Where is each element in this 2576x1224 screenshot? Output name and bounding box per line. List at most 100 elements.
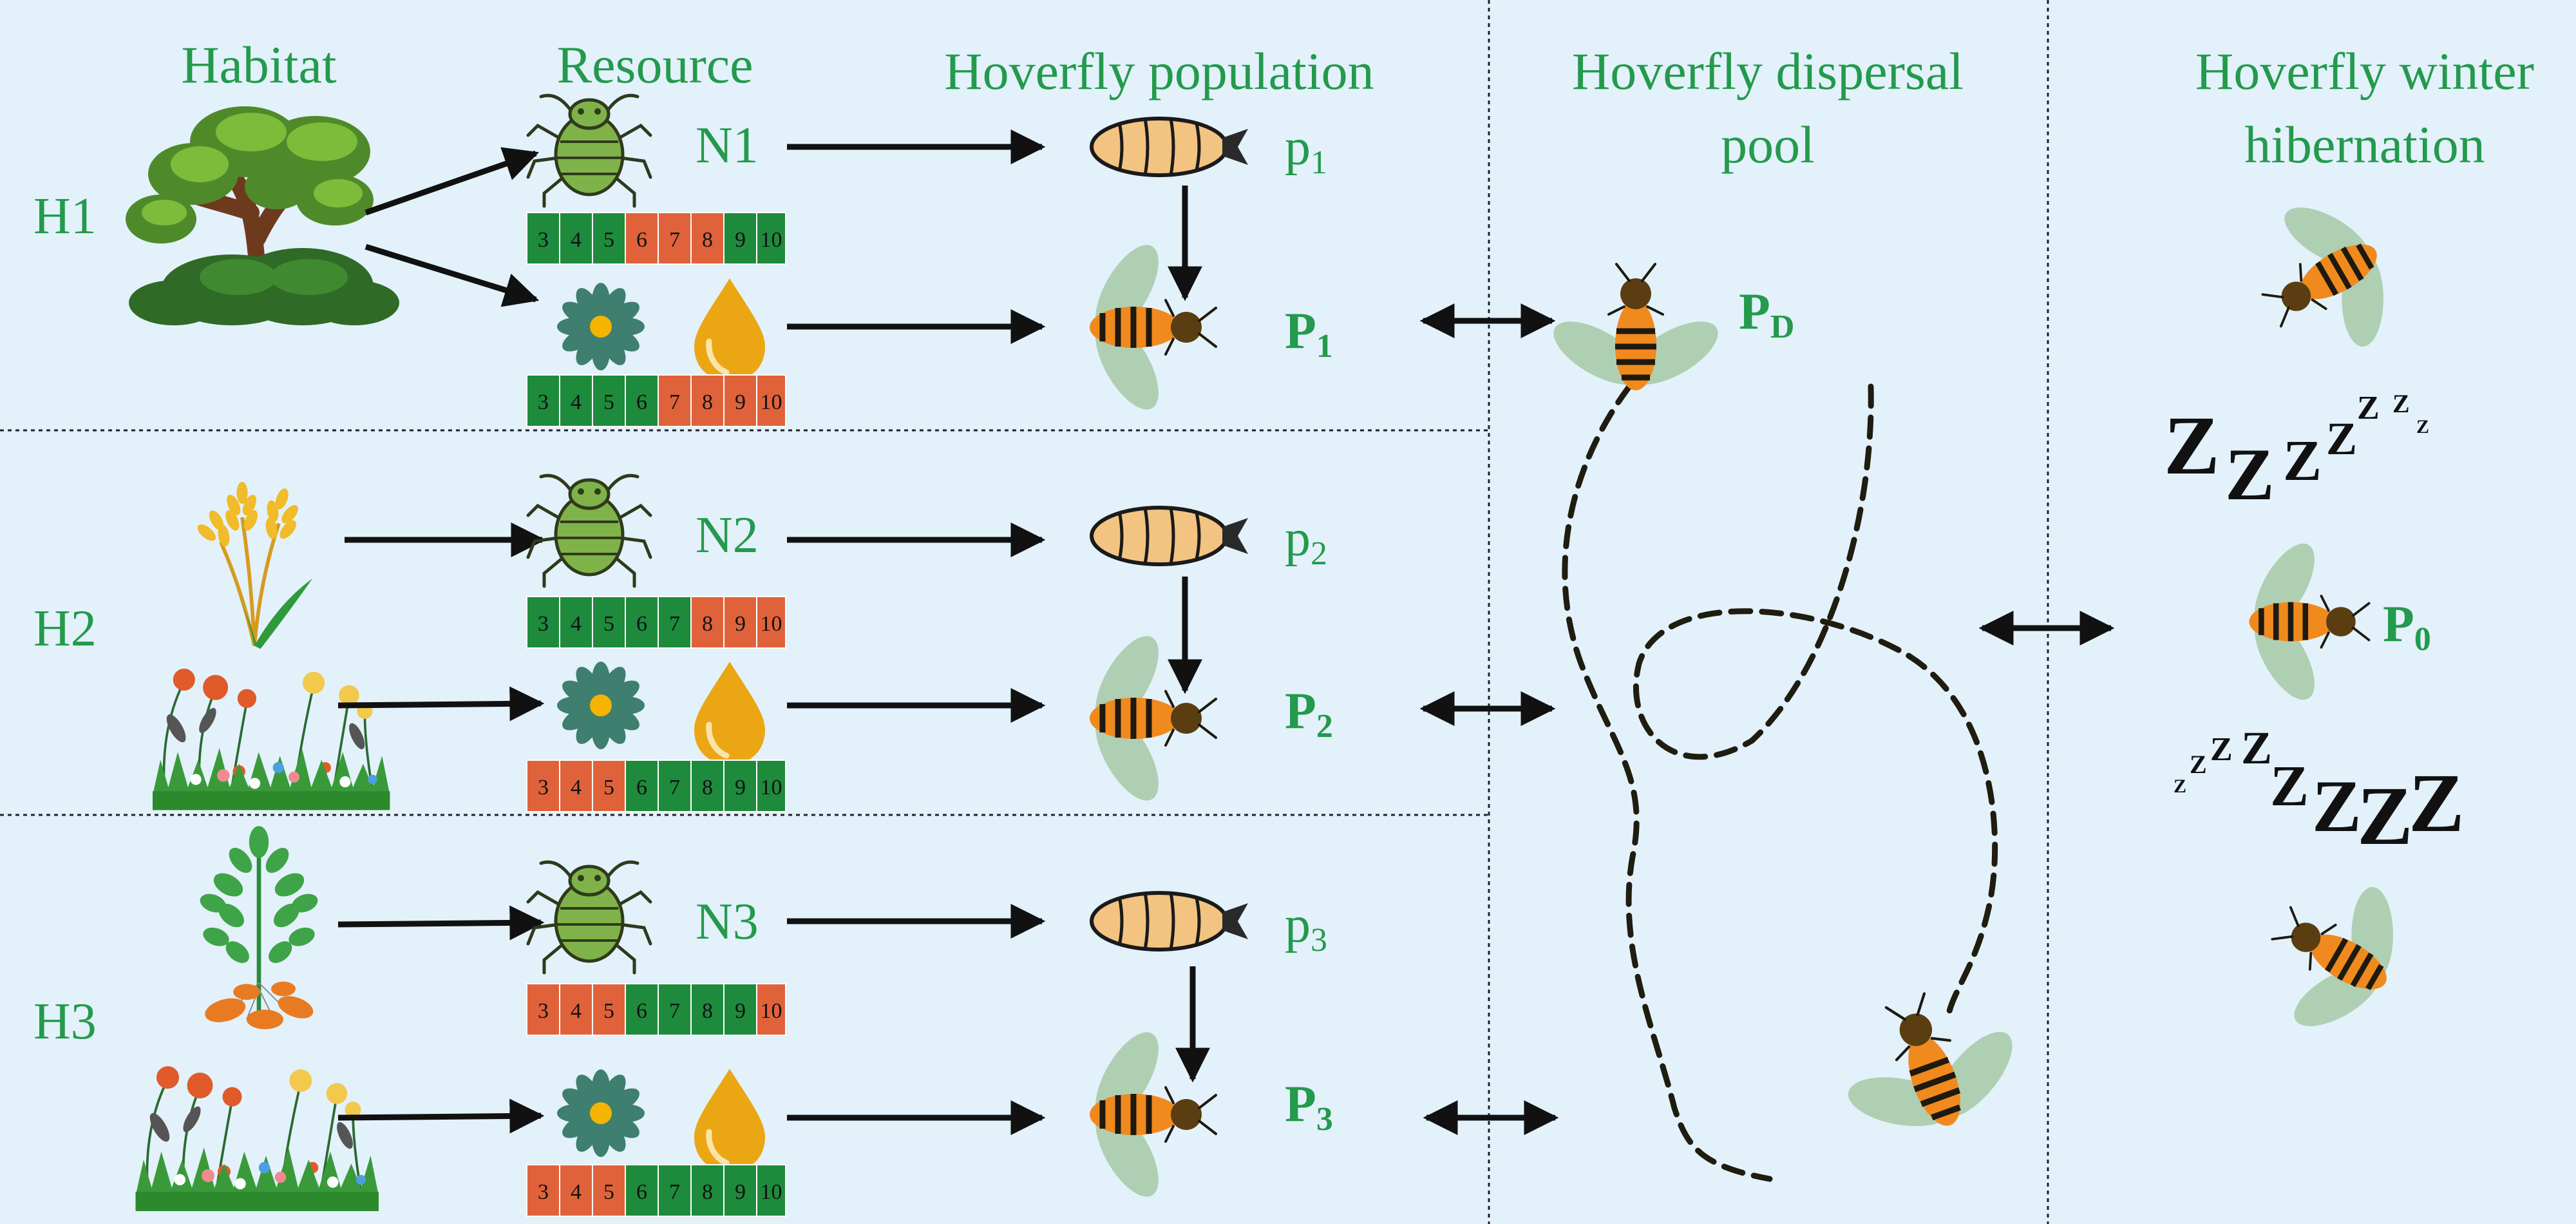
svg-text:Z: Z — [2312, 765, 2362, 847]
month-cell — [690, 983, 724, 1036]
month-cell — [559, 760, 593, 812]
month-cell-label: 7 — [669, 390, 680, 414]
month-cell — [690, 374, 724, 427]
month-cell-label: 6 — [636, 999, 647, 1023]
zzz-sleep-icon: Z Z Z Z Z Z Z Z — [2174, 722, 2465, 863]
habitat-resource-arrows — [337, 147, 546, 1134]
hoverfly-icon — [2242, 535, 2369, 709]
header-population: Hoverfly population — [944, 42, 1374, 100]
month-cell — [625, 983, 659, 1036]
hoverfly-icon — [2228, 171, 2425, 386]
month-cell-label: 10 — [761, 612, 782, 636]
svg-text:Z: Z — [2392, 389, 2410, 418]
month-bar-h2-prey: 3 4 5 6 7 8 9 10 — [526, 596, 786, 649]
nectar-drop-icon — [694, 1069, 765, 1172]
svg-text:Z: Z — [2241, 722, 2272, 774]
month-cell-label: 3 — [538, 390, 549, 414]
month-cell-label: 8 — [702, 390, 713, 414]
month-cell-label: 7 — [669, 612, 680, 636]
month-cell — [756, 1164, 786, 1217]
flight-paths — [1562, 383, 1998, 1182]
hoverfly-icon — [1083, 626, 1216, 810]
month-cell — [625, 212, 659, 265]
month-cell — [526, 596, 560, 649]
hoverfly-icon — [1815, 968, 2043, 1165]
month-cell — [756, 212, 786, 265]
month-cell — [592, 212, 626, 265]
wheat-icon — [194, 482, 312, 649]
month-cell-label: 6 — [636, 612, 647, 636]
daisy-flower-icon — [557, 283, 645, 370]
month-cell-label: 10 — [761, 1180, 782, 1204]
month-cell — [690, 212, 724, 265]
tree-icon — [126, 106, 399, 325]
month-cell-label: 9 — [735, 1180, 746, 1204]
month-cell — [526, 212, 560, 265]
month-cell-label: 7 — [669, 776, 680, 799]
exchange-arrows — [1419, 303, 2115, 1135]
larva-icon — [1092, 119, 1248, 175]
month-cell — [723, 374, 757, 427]
month-bar-h1-flower: 3 4 5 6 7 8 9 10 — [526, 374, 786, 427]
header-dispersal-line1: Hoverfly dispersal — [1572, 42, 1964, 100]
wildflower-meadow-icon — [151, 667, 392, 812]
month-cell — [658, 596, 692, 649]
month-cell-label: 4 — [571, 228, 582, 252]
month-cell-label: 5 — [603, 776, 614, 799]
month-cell — [723, 212, 757, 265]
month-cell-label: 5 — [603, 612, 614, 636]
month-cell-label: 3 — [538, 1180, 549, 1204]
habitat-label-h1: H1 — [33, 188, 97, 245]
month-cell-label: 3 — [538, 612, 549, 636]
month-cell — [559, 596, 593, 649]
month-cell — [592, 596, 626, 649]
month-bar-h2-flower: 3 4 5 6 7 8 9 10 — [526, 760, 786, 812]
month-cell-label: 4 — [571, 1180, 582, 1204]
hoverfly-icon — [1083, 1022, 1216, 1206]
month-cell-label: 4 — [571, 612, 582, 636]
arrow-h3-flower — [337, 1098, 545, 1134]
prey-label-n2: N2 — [696, 507, 759, 564]
resource-population-arrows — [787, 129, 1210, 1135]
month-cell-label: 6 — [636, 1180, 647, 1204]
daisy-flower-icon — [557, 1069, 645, 1157]
wildflower-meadow-icon — [134, 1065, 380, 1212]
month-cell — [658, 212, 692, 265]
month-cell-label: 4 — [571, 390, 582, 414]
aphid-icon — [528, 475, 650, 586]
month-cell-label: 4 — [571, 999, 582, 1023]
svg-text:Z: Z — [2174, 776, 2186, 797]
month-cell-label: 3 — [538, 999, 549, 1023]
month-cell — [559, 374, 593, 427]
svg-text:Z: Z — [2409, 757, 2465, 850]
hoverfly-icon — [2238, 848, 2434, 1062]
month-cell — [756, 760, 786, 812]
prey-label-n1: N1 — [696, 117, 759, 174]
hoverfly-icon — [1083, 235, 1216, 419]
daisy-flower-icon — [557, 662, 645, 749]
prey-label-n3: N3 — [696, 894, 759, 950]
zzz-sleep-icon: Z Z Z Z Z Z Z — [2164, 389, 2429, 515]
larva-label-p2: p2 — [1285, 510, 1327, 572]
hibernation-label-p0: P0 — [2383, 596, 2431, 658]
month-cell — [526, 983, 560, 1036]
arrow-h1-prey — [365, 147, 540, 216]
month-cell-label: 6 — [636, 390, 647, 414]
svg-text:Z: Z — [2164, 399, 2220, 492]
aphid-icon — [528, 95, 650, 206]
month-cell-label: 4 — [571, 776, 582, 799]
month-cell-label: 3 — [538, 776, 549, 799]
nectar-drop-icon — [694, 278, 765, 381]
month-cell — [592, 374, 626, 427]
adult-label-p3: P3 — [1285, 1076, 1333, 1138]
month-cell-label: 9 — [735, 390, 746, 414]
adult-label-p1: P1 — [1285, 303, 1333, 365]
month-cell — [625, 596, 659, 649]
svg-text:Z: Z — [2416, 416, 2429, 437]
month-cell — [592, 983, 626, 1036]
svg-text:Z: Z — [2225, 434, 2275, 515]
arrow-h3-prey — [337, 905, 545, 941]
month-cell — [625, 374, 659, 427]
month-cell — [526, 760, 560, 812]
